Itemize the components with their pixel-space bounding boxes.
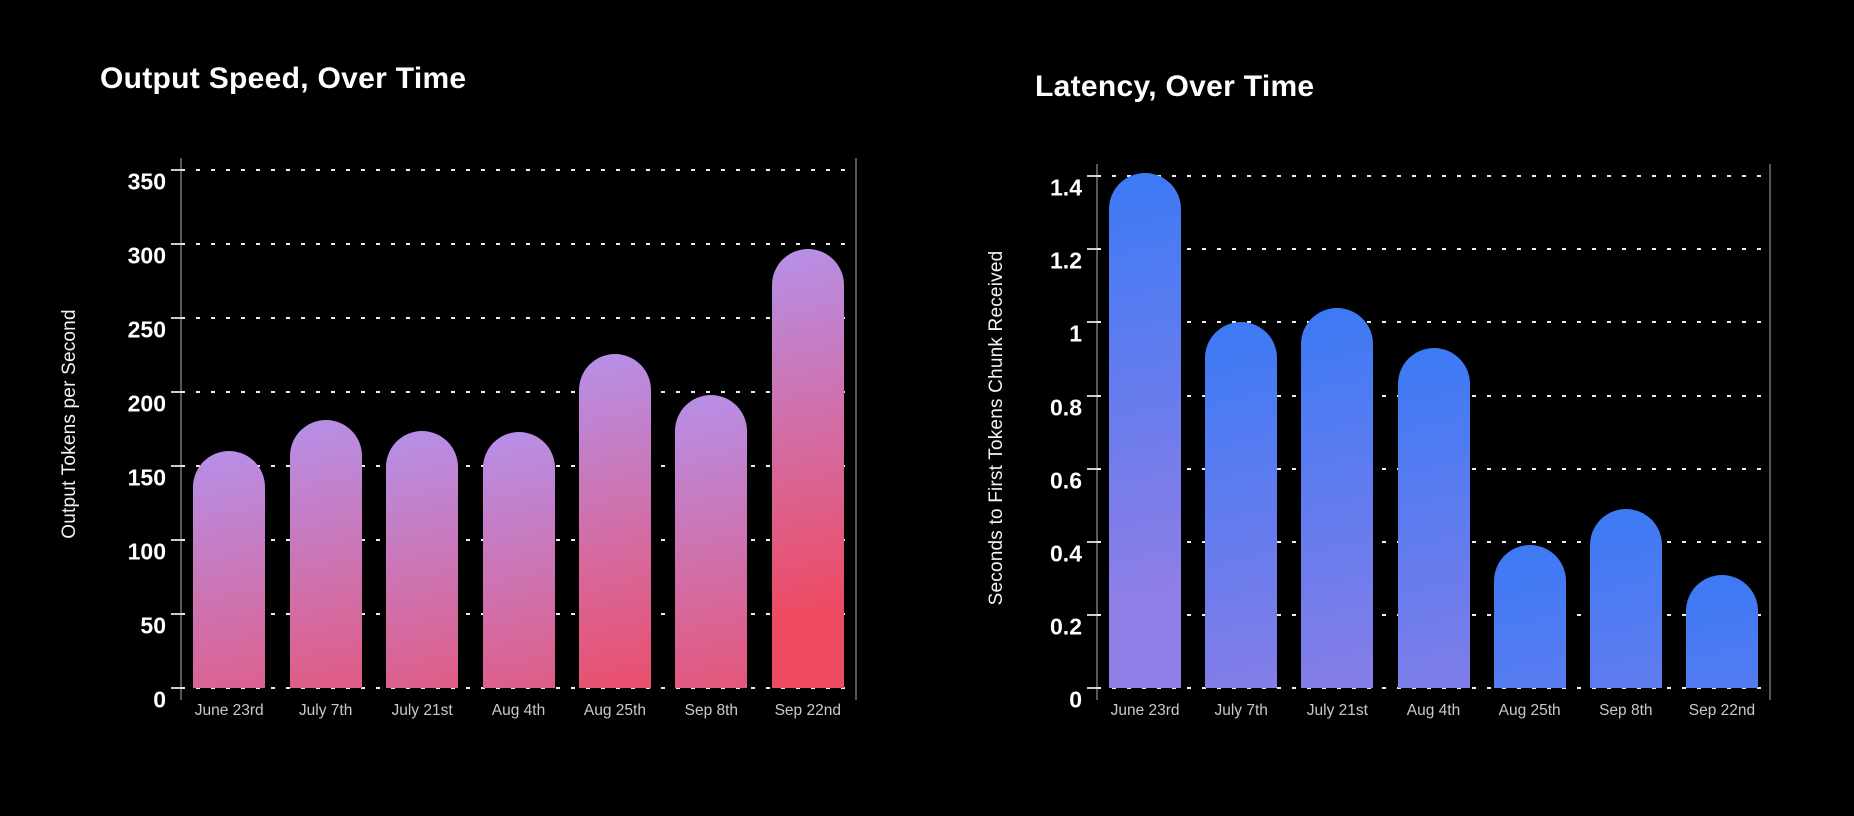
bar-sep-8th xyxy=(675,395,748,688)
y-axis-tick xyxy=(171,169,181,172)
y-axis-tick xyxy=(1087,687,1097,689)
x-tick-label: July 7th xyxy=(1214,702,1268,719)
bar-july-7th xyxy=(1205,322,1278,688)
y-tick-label: 200 xyxy=(127,390,166,417)
y-tick-label: 1.4 xyxy=(1050,174,1082,201)
y-tick-label: 100 xyxy=(127,538,166,565)
y-axis-tick xyxy=(171,539,181,542)
bar-aug-4th xyxy=(1397,348,1470,688)
bar-sep-22nd xyxy=(1685,574,1758,688)
y-axis-tick xyxy=(1087,467,1097,470)
bar-sep-8th xyxy=(1589,508,1662,688)
gridline xyxy=(181,243,856,246)
y-axis-tick xyxy=(1087,248,1097,251)
y-tick-label: 0 xyxy=(153,686,166,713)
output-speed-chart-title: Output Speed, Over Time xyxy=(100,62,467,95)
y-axis-tick xyxy=(1087,540,1097,543)
x-tick-label: June 23rd xyxy=(194,702,264,719)
bar-sep-22nd xyxy=(771,248,844,688)
bar-july-7th xyxy=(289,420,362,688)
y-axis-tick xyxy=(171,687,181,689)
bar-july-21st xyxy=(386,430,459,688)
bar-june-23rd xyxy=(193,451,266,688)
gridline xyxy=(181,317,856,320)
x-tick-label: July 7th xyxy=(298,702,353,719)
x-tick-label: July 21st xyxy=(1306,702,1368,719)
gridline xyxy=(1097,687,1770,689)
gridline xyxy=(1097,248,1770,251)
x-tick-label: Aug 4th xyxy=(491,702,546,719)
x-tick-label: Aug 25th xyxy=(1498,702,1561,719)
output-speed-y-axis-label: Output Tokens per Second xyxy=(59,309,80,539)
y-tick-label: 300 xyxy=(127,242,166,269)
bar-aug-25th xyxy=(578,353,651,688)
y-tick-label: 50 xyxy=(140,612,166,639)
x-tick-label: Aug 25th xyxy=(583,702,646,719)
y-axis-tick xyxy=(171,391,181,394)
y-tick-label: 1.2 xyxy=(1050,247,1082,274)
y-axis-tick xyxy=(171,465,181,468)
bar-july-21st xyxy=(1301,307,1374,688)
latency-chart-title: Latency, Over Time xyxy=(1035,70,1315,103)
gridline xyxy=(1097,175,1770,178)
y-axis-tick xyxy=(1087,394,1097,397)
x-tick-label: Sep 8th xyxy=(684,702,739,719)
bar-aug-25th xyxy=(1493,545,1566,688)
y-tick-label: 0.6 xyxy=(1050,467,1082,494)
y-axis-tick xyxy=(1087,175,1097,178)
gridline xyxy=(181,687,856,689)
latency-plot-area: 0 0.2 0.4 0.6 0.8 1 1.2 1.4 June 23rd July 7th Jul… xyxy=(1050,164,1771,719)
bar-aug-4th xyxy=(482,432,555,688)
x-tick-label: July 21st xyxy=(391,702,453,719)
y-tick-label: 0.4 xyxy=(1050,540,1082,567)
y-tick-label: 250 xyxy=(127,316,166,343)
y-tick-label: 150 xyxy=(127,464,166,491)
x-tick-label: Sep 8th xyxy=(1599,702,1653,719)
y-axis-tick xyxy=(171,613,181,616)
x-tick-label: Aug 4th xyxy=(1406,702,1461,719)
gridline xyxy=(1097,321,1770,324)
y-tick-label: 0.2 xyxy=(1050,613,1082,640)
y-axis-tick xyxy=(171,317,181,320)
y-tick-label: 350 xyxy=(127,168,166,195)
x-tick-label: Sep 22nd xyxy=(774,702,841,719)
gridline xyxy=(181,391,856,394)
x-tick-label: Sep 22nd xyxy=(1688,702,1756,719)
y-axis-tick xyxy=(1087,321,1097,324)
latency-y-axis-label: Seconds to First Tokens Chunk Received xyxy=(986,250,1007,606)
y-axis-tick xyxy=(171,243,181,246)
y-tick-label: 0 xyxy=(1069,686,1082,713)
y-axis-tick xyxy=(1087,613,1097,616)
x-tick-label: June 23rd xyxy=(1110,702,1180,719)
y-tick-label: 1 xyxy=(1069,320,1082,347)
gridline xyxy=(181,169,856,172)
y-tick-label: 0.8 xyxy=(1050,394,1082,421)
output-speed-plot-area: 0 50 100 150 200 250 300 350 June 23rd July 7th Ju… xyxy=(128,158,857,719)
bar-june-23rd xyxy=(1109,172,1182,688)
